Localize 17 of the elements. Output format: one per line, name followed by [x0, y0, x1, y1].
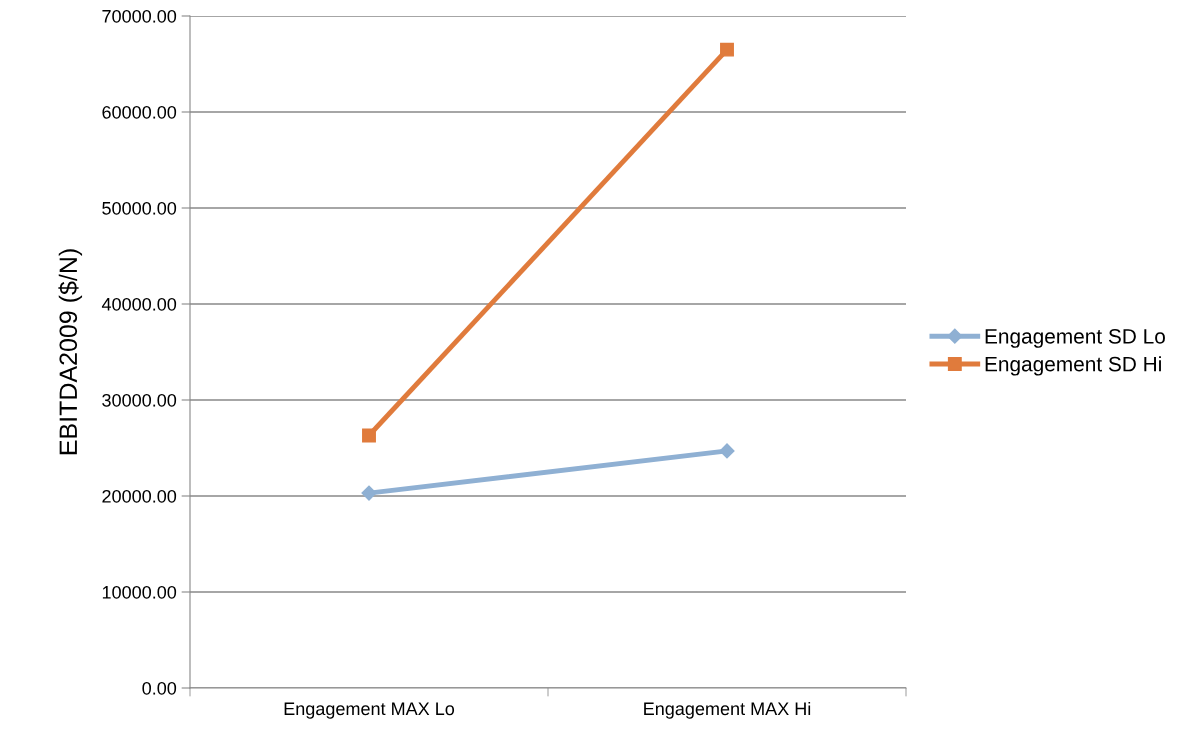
y-tick-label: 20000.00 — [102, 489, 177, 503]
y-tick-label: 30000.00 — [102, 393, 177, 407]
y-tick-label: 70000.00 — [102, 9, 177, 23]
point — [361, 485, 377, 501]
point — [362, 428, 376, 443]
y-tick-label: 50000.00 — [102, 201, 177, 215]
point — [720, 42, 734, 57]
x-tick-label: Engagement MAX Hi — [644, 701, 811, 719]
y-axis-title: EBITDA2009 ($/N) — [58, 249, 83, 455]
point — [719, 443, 735, 459]
y-tick-label: 40000.00 — [101, 297, 177, 311]
legend-label: Engagement SD Hi — [985, 356, 1161, 376]
y-tick-label: 60000.00 — [102, 105, 177, 119]
x-tick-label: Engagement MAX Lo — [284, 702, 455, 719]
legend-label: Engagement SD Lo — [985, 328, 1165, 348]
y-tick-label: 0.00 — [142, 681, 177, 695]
y-tick-label: 10000.00 — [102, 585, 177, 599]
